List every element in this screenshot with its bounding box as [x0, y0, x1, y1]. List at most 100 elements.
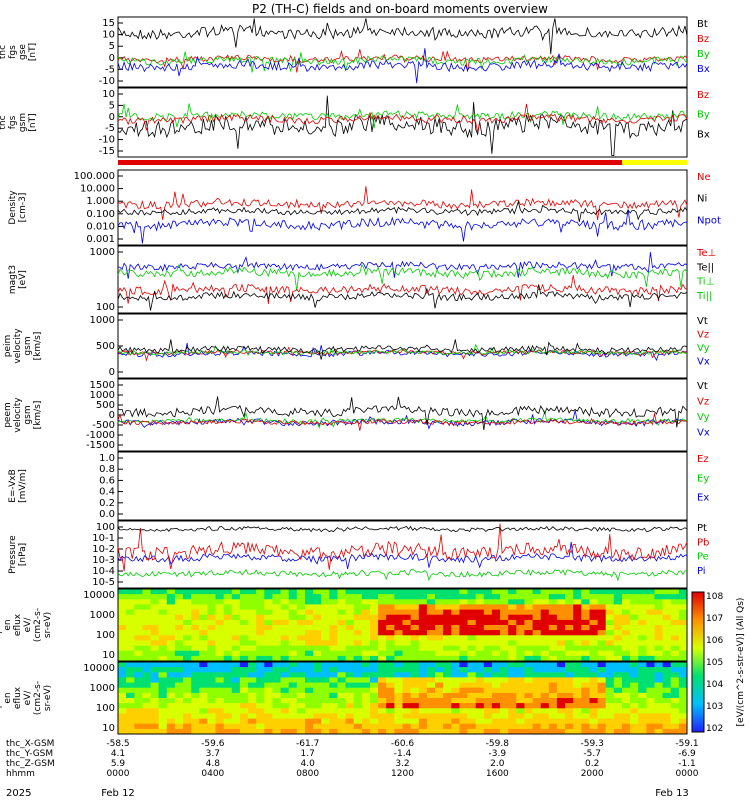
spectro-cell — [345, 672, 355, 678]
spectro-cell — [118, 687, 127, 694]
spectro-cell — [231, 728, 241, 735]
spectro-cell — [150, 594, 160, 600]
spectro-cell — [622, 650, 631, 657]
ylabel-line: gsm — [23, 405, 33, 424]
spectro-cell — [174, 728, 184, 735]
spectro-cell — [280, 609, 290, 616]
spectro-cell — [475, 640, 485, 646]
spectro-cell — [491, 640, 501, 646]
spectro-cell — [556, 614, 566, 621]
spectro-cell — [662, 614, 672, 621]
spectro-cell — [516, 687, 525, 694]
spectro-cell — [134, 599, 143, 605]
spectro-cell — [223, 723, 233, 730]
traces-peim — [117, 339, 688, 362]
spectro-cell — [500, 698, 509, 704]
spectro-cell — [231, 625, 241, 631]
spectro-cell — [305, 682, 314, 689]
spectro-cell — [280, 692, 290, 699]
spectro-cell — [630, 619, 639, 626]
spectro-cell — [508, 682, 517, 689]
spectro-cell — [508, 640, 517, 646]
spectro-cell — [678, 589, 688, 595]
spectro-cell — [296, 692, 306, 699]
spectro-cell — [500, 599, 509, 605]
spectro-cell — [199, 713, 208, 719]
spectro-cell — [556, 723, 566, 730]
spectro-cell — [223, 677, 233, 683]
spectro-cell — [426, 604, 436, 610]
spectro-cell — [329, 640, 338, 646]
spectro-cell — [126, 650, 135, 657]
spectro-cell — [223, 614, 233, 621]
spectro-cell — [613, 645, 623, 652]
spectro-cell — [410, 619, 420, 626]
spectro-cell — [239, 723, 249, 730]
spectro-cell — [118, 677, 127, 683]
spectro-cell — [589, 667, 599, 673]
spectro-cell — [638, 609, 647, 616]
spectro-cell — [264, 625, 273, 631]
spectro-cell — [361, 667, 371, 673]
spectro-cell — [646, 692, 655, 699]
spectro-cell — [329, 698, 338, 704]
spectro-cell — [516, 635, 525, 641]
spectro-cell — [337, 672, 347, 678]
ytick-label: 0.010 — [86, 221, 115, 232]
spectro-cell — [451, 682, 460, 689]
year-label: 2025 — [6, 788, 31, 799]
spectro-cell — [638, 698, 647, 704]
spectro-cell — [231, 723, 241, 730]
spectro-cell — [288, 703, 298, 709]
xaxis-value: -5.7 — [583, 749, 601, 759]
spectro-cell — [426, 687, 436, 694]
spectro-cell — [126, 625, 135, 631]
spectro-cell — [589, 682, 599, 689]
spectro-cell — [231, 645, 241, 652]
spectro-cell — [565, 703, 574, 709]
spectro-cell — [565, 604, 574, 610]
spectro-cell — [548, 692, 558, 699]
spectro-cell — [654, 728, 664, 735]
spectro-cell — [467, 604, 477, 610]
spectro-cell — [459, 687, 468, 694]
spectro-cell — [605, 728, 615, 735]
spectro-cell — [248, 604, 257, 610]
ytick-label: 0 — [109, 112, 115, 123]
spectro-cell — [313, 687, 322, 694]
ylabel-line: eflux — [13, 686, 23, 709]
spectro-cell — [646, 718, 655, 725]
spectro-cell — [638, 619, 647, 626]
spectro-cell — [678, 672, 688, 678]
spectro-cell — [280, 667, 290, 673]
ylabel-line: [cm-3] — [18, 193, 28, 223]
spectro-cell — [313, 703, 322, 709]
spectro-cell — [142, 635, 151, 641]
spectro-cell — [174, 718, 184, 725]
spectro-cell — [256, 703, 265, 709]
spectro-cell — [613, 662, 623, 668]
spectro-cell — [345, 713, 355, 719]
spectro-cell — [443, 692, 452, 699]
spectro-cell — [467, 667, 477, 673]
spectro-cell — [134, 604, 143, 610]
spectro-cell — [126, 672, 135, 678]
panel-frame — [117, 378, 688, 452]
spectro-cell — [272, 728, 281, 735]
spectro-cell — [435, 589, 444, 595]
spectrogram-peir — [117, 588, 688, 662]
spectro-cell — [540, 672, 550, 678]
spectro-cell — [500, 728, 509, 735]
spectro-cell — [581, 655, 590, 662]
spectro-cell — [329, 635, 338, 641]
spectro-cell — [573, 708, 582, 714]
ylabel-line: peer — [0, 687, 3, 708]
spectro-cell — [475, 662, 485, 668]
spectro-cell — [500, 609, 509, 616]
spectro-cell — [264, 728, 273, 735]
spectro-cell — [565, 630, 574, 636]
spectro-cell — [215, 599, 225, 605]
spectro-cell — [475, 625, 485, 631]
spectro-cell — [118, 667, 127, 673]
spectro-cell — [630, 687, 639, 694]
